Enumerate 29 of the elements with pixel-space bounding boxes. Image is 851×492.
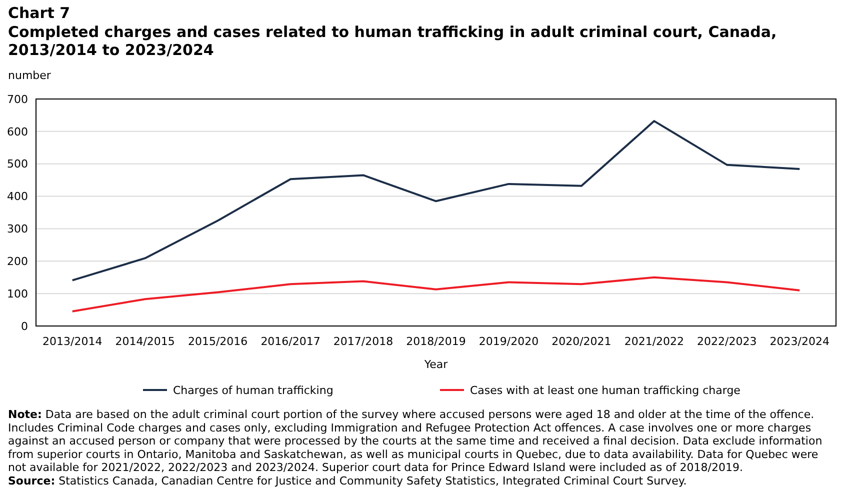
x-tick-label: 2017/2018 — [333, 335, 394, 348]
x-tick-label: 2015/2016 — [188, 335, 248, 348]
line-series — [71, 120, 801, 282]
y-tick-label: 0 — [21, 320, 28, 333]
y-axis-title: number — [8, 69, 52, 82]
line-series — [71, 276, 801, 312]
chart-subtitle: Completed charges and cases related to human trafficking in adult criminal court, Canada, 2013/2014 to 2023/2024 — [8, 23, 777, 59]
x-tick-label: 2019/2020 — [478, 335, 539, 348]
x-tick-label: 2013/2014 — [42, 335, 102, 348]
x-tick-label: 2020/2021 — [552, 335, 612, 348]
x-tick-label: 2014/2015 — [115, 335, 175, 348]
legend-label: Cases with at least one human trafficking charge — [470, 384, 741, 397]
chart-title: Chart 7 — [8, 4, 70, 22]
y-tick-label: 300 — [7, 222, 28, 236]
y-tick-label: 600 — [7, 125, 28, 138]
y-tick-label: 400 — [7, 190, 28, 204]
y-tick-label: 500 — [7, 158, 28, 171]
x-tick-label: 2023/2024 — [770, 335, 830, 348]
y-tick-label: 700 — [7, 92, 28, 106]
y-tick-label: 100 — [7, 287, 28, 300]
text: Note: Data are based on the adult criminal court portion of the survey where accused persons were aged 18 and older at the time of the offence. Includes Criminal Code charges and cases only, excluding Immigration and Refugee Protection Act offences. A case involves one or more charges against an accused person or company that were processed by the courts at the same time and received a final decision. Data exclude information from superior courts in Ontario, Manitoba and Saskatchewan, as well as municipal courts in Quebec, due to data availability. Data for Quebec were not available for 2021/2022, 2022/2023 and 2023/2024. Superior court data for Prince Edward Island were included as of 2018/2019. — [8, 408, 822, 474]
x-tick-label: 2022/2023 — [697, 335, 757, 348]
x-tick-label: 2016/2017 — [260, 335, 320, 348]
x-tick-label: 2021/2022 — [624, 335, 684, 348]
x-axis-title: Year — [423, 358, 448, 371]
legend-label: Charges of human trafficking — [173, 384, 334, 397]
y-tick-label: 200 — [7, 254, 28, 268]
x-tick-label: 2018/2019 — [406, 335, 466, 348]
source-note: Source: Statistics Canada, Canadian Centre for Justice and Community Safety Statistics, Integrated Criminal Court Survey. — [8, 474, 687, 488]
